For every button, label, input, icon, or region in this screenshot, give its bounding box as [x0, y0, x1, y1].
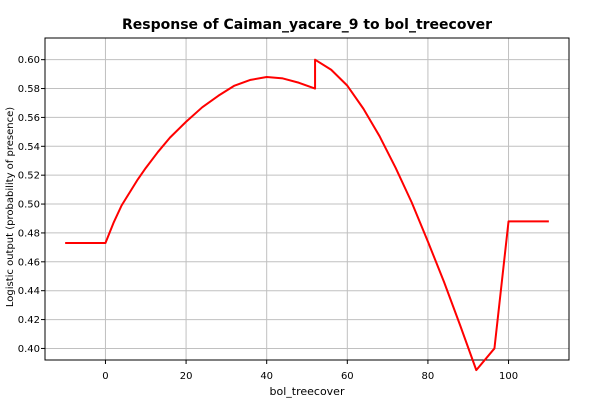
x-tick-label: 40: [260, 371, 273, 382]
x-axis-label: bol_treecover: [270, 385, 345, 398]
y-tick-label: 0.60: [18, 55, 40, 66]
plot-frame: [44, 37, 570, 361]
axis-ticks: 0 20 40 60 80 100 0.40 0.42 0.44 0.46 0.48 0.50 0.52…: [18, 55, 518, 382]
chart-title: Response of Caiman_yacare_9 to bol_treec…: [122, 17, 492, 33]
response-curve: [65, 58, 549, 372]
y-tick-label: 0.50: [18, 200, 40, 211]
y-tick-label: 0.46: [18, 257, 40, 268]
x-tick-label: 20: [180, 371, 193, 382]
series-layer: [65, 58, 549, 372]
y-tick-label: 0.48: [18, 228, 40, 239]
y-tick-label: 0.42: [18, 315, 40, 326]
x-tick-label: 0: [102, 371, 108, 382]
x-tick-label: 60: [341, 371, 354, 382]
x-tick-label: 80: [422, 371, 435, 382]
y-axis-label: Logistic output (probability of presence…: [5, 107, 16, 307]
y-tick-label: 0.54: [18, 142, 40, 153]
y-tick-label: 0.44: [18, 286, 40, 297]
y-tick-label: 0.40: [18, 344, 40, 355]
grid: [45, 38, 569, 360]
y-tick-label: 0.58: [18, 84, 40, 95]
y-tick-label: 0.56: [18, 113, 40, 124]
x-tick-label: 100: [499, 371, 518, 382]
y-tick-label: 0.52: [18, 171, 40, 182]
